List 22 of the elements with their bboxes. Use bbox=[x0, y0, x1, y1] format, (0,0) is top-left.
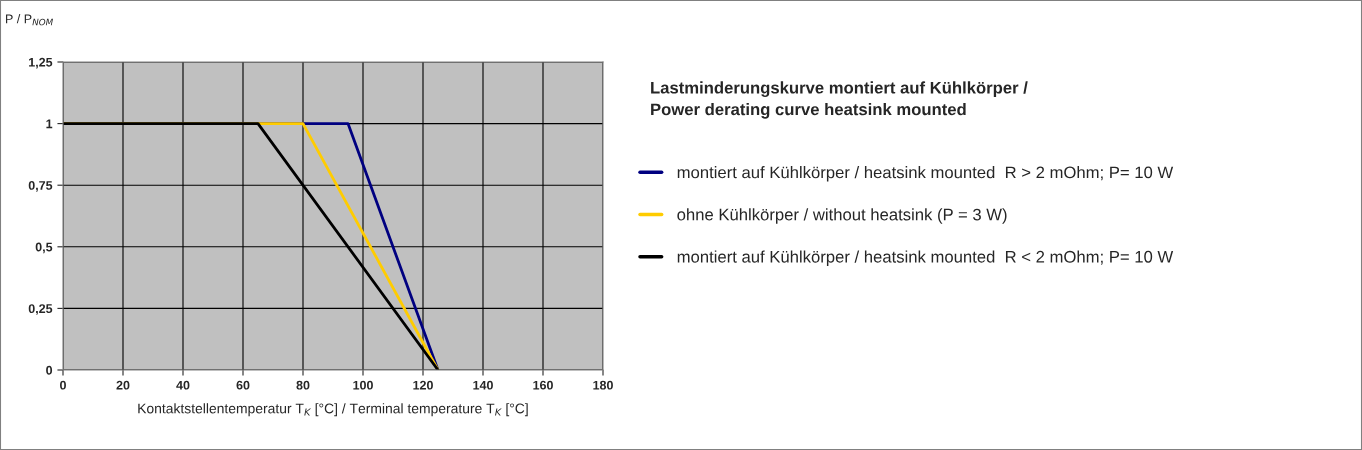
x-tick-label: 20 bbox=[116, 380, 130, 390]
y-axis-title: P / P$_{NOM}$ bbox=[6, 14, 53, 26]
y-tick-label: 1 bbox=[46, 119, 53, 129]
legend-label: montiert auf Kühlkörper / heatsink mounted R < 2 mOhm; P= 10 W bbox=[677, 250, 1174, 266]
y-tick-label: 1,25 bbox=[29, 57, 53, 69]
x-tick-label: 40 bbox=[176, 380, 190, 390]
x-tick-label: 80 bbox=[296, 380, 310, 390]
x-tick-label: 60 bbox=[236, 380, 250, 390]
x-tick-label: 160 bbox=[533, 380, 553, 390]
x-tick-label: 180 bbox=[593, 380, 613, 390]
x-tick-label: 140 bbox=[473, 380, 493, 390]
y-tick-label: 0,75 bbox=[28, 181, 53, 192]
y-tick-label: 0,5 bbox=[35, 242, 53, 254]
legend-label: ohne Kühlkörper / without heatsink (P = 3 W) bbox=[677, 208, 1007, 224]
x-tick-label: 120 bbox=[413, 380, 433, 390]
text: Lastminderungskurve montiert auf Kühlkörper / Power derating curve heatsink mounted bbox=[651, 81, 1028, 119]
y-tick-label: 0 bbox=[46, 365, 53, 375]
x-tick-label: 0 bbox=[60, 380, 66, 390]
y-tick-label: 0,25 bbox=[28, 304, 53, 315]
legend-label: montiert auf Kühlkörper / heatsink mounted R > 2 mOhm; P= 10 W bbox=[677, 166, 1174, 182]
x-axis-title: Kontaktstellentemperatur T$_{K}$ [°C] / Terminal temperature T$_{K}$ [°C] bbox=[138, 403, 528, 417]
x-tick-label: 100 bbox=[353, 380, 373, 390]
